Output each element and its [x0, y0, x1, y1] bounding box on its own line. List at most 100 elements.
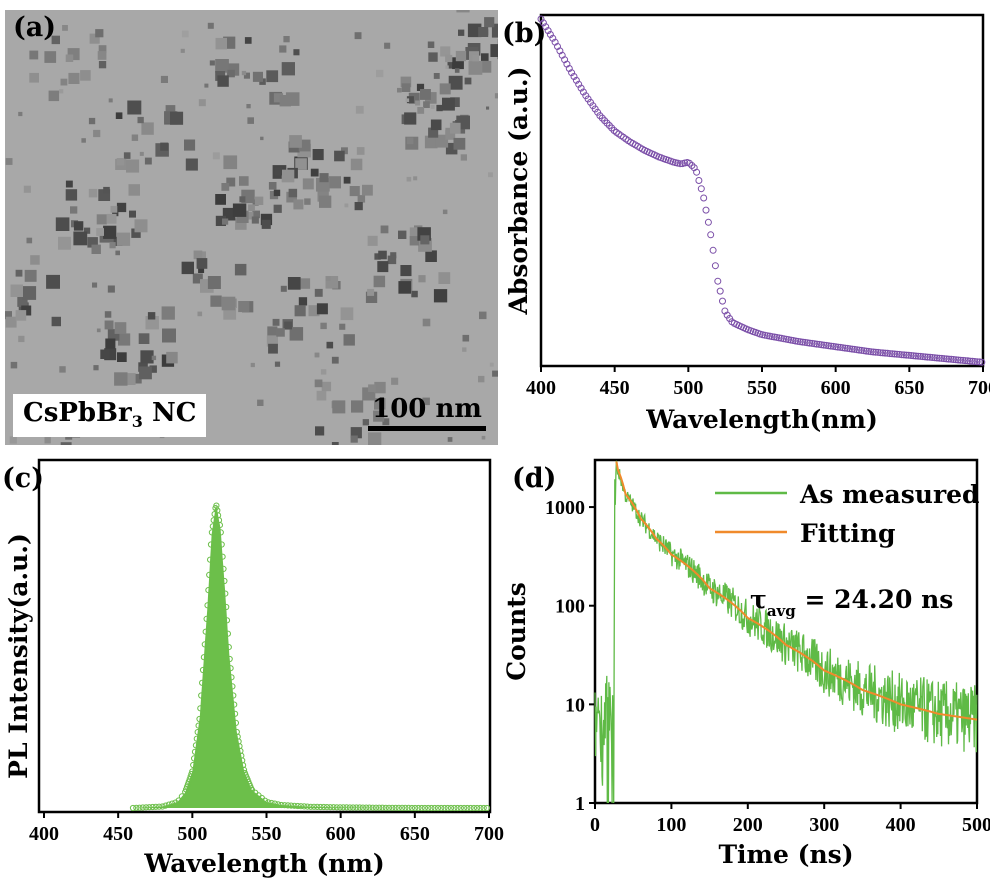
data-point: [721, 307, 729, 315]
data-point: [159, 803, 166, 810]
nanocrystal: [5, 316, 17, 328]
data-point: [575, 80, 583, 88]
nanocrystal: [252, 71, 263, 82]
x-axis-label: Wavelength (nm): [143, 849, 384, 878]
nanocrystal: [281, 169, 295, 183]
nanocrystal: [449, 122, 461, 134]
lifetime-value: = 24.20 ns: [796, 585, 954, 614]
data-point: [926, 353, 934, 361]
nanocrystal: [105, 338, 116, 349]
data-point: [539, 19, 547, 27]
data-point: [811, 340, 818, 348]
data-point: [223, 603, 230, 611]
nanocrystal: [96, 228, 104, 236]
data-point: [914, 352, 922, 360]
data-point: [898, 351, 906, 359]
nanocrystal: [59, 366, 66, 373]
nanocrystal: [420, 89, 431, 100]
nanocrystal: [283, 36, 290, 43]
data-point: [968, 357, 976, 365]
nanocrystal: [453, 137, 466, 150]
nanocrystal: [260, 136, 264, 141]
nanocrystal: [468, 61, 483, 75]
x-tick-label: 400: [29, 823, 59, 845]
data-point: [565, 65, 573, 72]
nanocrystal: [312, 149, 324, 161]
nanocrystal: [166, 351, 178, 364]
nanocrystal: [321, 381, 332, 392]
data-point: [577, 84, 585, 92]
nanocrystal: [181, 261, 194, 275]
data-point: [711, 262, 719, 270]
nanocrystal: [106, 213, 117, 224]
data-point: [818, 341, 825, 349]
nanocrystal: [406, 137, 414, 145]
nanocrystal: [185, 158, 198, 171]
data-point: [869, 348, 877, 356]
nanocrystal: [285, 92, 300, 106]
nanocrystal: [417, 107, 425, 114]
data-point: [931, 354, 939, 362]
data-point: [780, 335, 788, 343]
data-point: [768, 333, 776, 341]
nanocrystal: [98, 189, 111, 201]
nanocrystal: [397, 87, 402, 93]
data-point: [912, 352, 920, 360]
nanocrystal: [391, 377, 399, 385]
nanocrystal: [405, 98, 410, 102]
nanocrystal: [17, 296, 28, 307]
data-point: [855, 346, 863, 354]
nanocrystal: [161, 306, 175, 320]
data-point: [763, 332, 771, 340]
data-point: [844, 344, 851, 352]
nanocrystal: [210, 295, 222, 307]
nanocrystal: [316, 390, 327, 401]
nanocrystal: [462, 334, 470, 342]
data-point: [702, 206, 710, 214]
data-point: [808, 339, 816, 347]
y-axis-label: Absorbance (a.u.): [504, 67, 533, 316]
legend-label-fitting: Fitting: [800, 519, 896, 548]
nanocrystal: [378, 250, 387, 260]
data-point: [143, 804, 150, 811]
data-point: [149, 803, 156, 811]
nanocrystal: [89, 33, 100, 44]
data-point: [905, 351, 913, 359]
nanocrystal: [424, 135, 438, 149]
nanocrystal: [22, 286, 37, 300]
nanocrystal: [114, 322, 127, 334]
nanocrystal: [357, 195, 366, 203]
nanocrystal: [248, 204, 255, 212]
data-point: [444, 804, 451, 812]
scale-bar-line: [368, 426, 486, 431]
data-point: [695, 177, 703, 184]
data-point: [217, 529, 224, 536]
data-point: [900, 351, 908, 359]
nanocrystal: [68, 72, 80, 84]
nanocrystal: [70, 206, 78, 214]
nanocrystal: [96, 214, 107, 225]
nanocrystal: [279, 45, 287, 53]
nanocrystal: [484, 17, 495, 28]
nanocrystal: [447, 61, 455, 69]
x-tick-label: 650: [400, 823, 430, 845]
nanocrystal: [295, 158, 307, 170]
nanocrystal: [404, 112, 417, 125]
nanocrystal: [165, 105, 176, 115]
data-point: [794, 337, 802, 345]
nanocrystal: [261, 219, 271, 229]
nanocrystal: [250, 362, 255, 368]
data-point: [451, 804, 458, 812]
data-point: [275, 801, 282, 808]
data-point: [323, 804, 331, 811]
nanocrystal: [406, 176, 412, 182]
data-point: [133, 804, 140, 811]
absorbance-chart: 400 450 500 550 600 650 700 Wavelength(nm) Absor…: [500, 0, 990, 440]
nanocrystal: [314, 379, 323, 388]
nanocrystal: [439, 83, 451, 95]
nanocrystal: [273, 204, 282, 213]
nanocrystal: [433, 289, 448, 303]
sample-label-sub: 3: [131, 412, 143, 431]
panel-c-letter: (c): [2, 463, 44, 494]
nanocrystal: [268, 182, 277, 190]
